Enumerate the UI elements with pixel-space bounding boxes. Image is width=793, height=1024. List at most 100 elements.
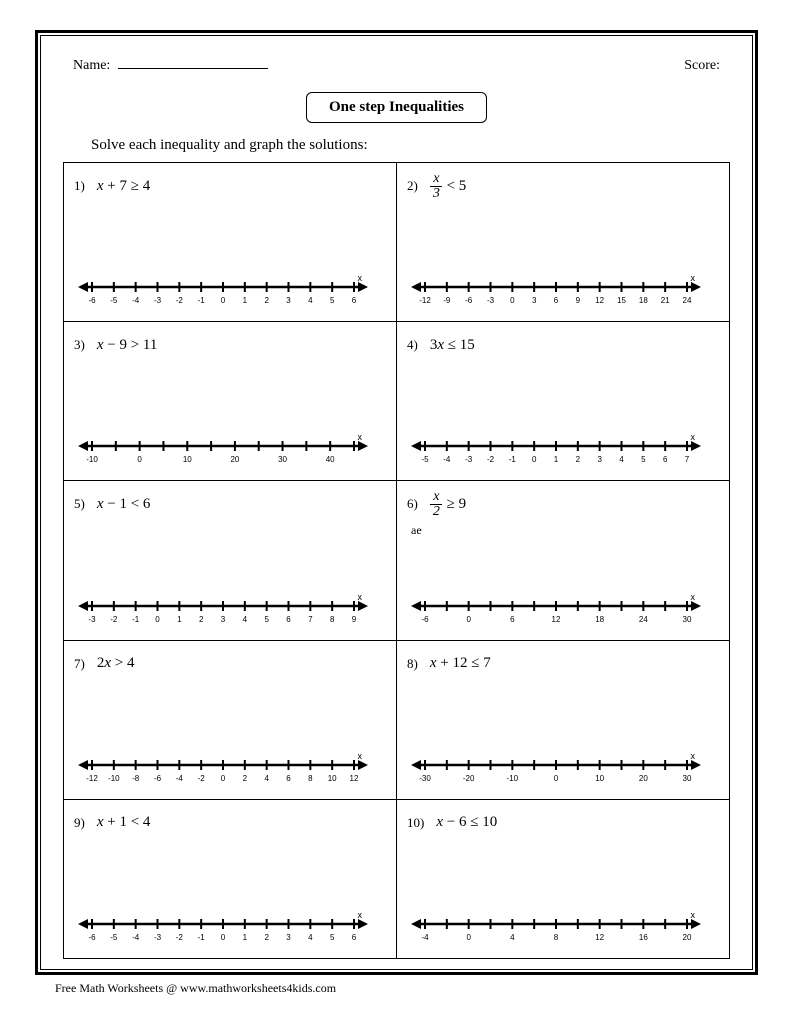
svg-text:10: 10 bbox=[183, 455, 192, 464]
svg-text:-30: -30 bbox=[419, 774, 431, 783]
name-label: Name: bbox=[73, 58, 110, 73]
svg-text:3: 3 bbox=[532, 296, 537, 305]
problem-expression: x + 1 < 4 bbox=[97, 814, 151, 831]
svg-text:-4: -4 bbox=[443, 455, 451, 464]
svg-text:12: 12 bbox=[595, 933, 604, 942]
svg-text:5: 5 bbox=[264, 615, 269, 624]
svg-text:x: x bbox=[358, 594, 363, 602]
number-line: -30-20-100102030x bbox=[407, 753, 719, 793]
svg-text:x: x bbox=[691, 434, 696, 442]
svg-text:6: 6 bbox=[663, 455, 668, 464]
svg-text:16: 16 bbox=[639, 933, 648, 942]
svg-text:-10: -10 bbox=[108, 774, 120, 783]
instruction-text: Solve each inequality and graph the solu… bbox=[91, 137, 730, 154]
svg-text:2: 2 bbox=[264, 933, 269, 942]
svg-text:7: 7 bbox=[308, 615, 313, 624]
svg-text:5: 5 bbox=[330, 933, 335, 942]
svg-text:1: 1 bbox=[243, 933, 248, 942]
svg-text:20: 20 bbox=[639, 774, 648, 783]
number-line: -5-4-3-2-101234567x bbox=[407, 434, 719, 474]
svg-text:0: 0 bbox=[221, 296, 226, 305]
problem-statement: 10)x − 6 ≤ 10 bbox=[407, 808, 719, 838]
svg-text:24: 24 bbox=[683, 296, 692, 305]
number-line: -4048121620x bbox=[407, 912, 719, 952]
problem-number: 2) bbox=[407, 178, 418, 194]
worksheet-outer-frame: Name: Score: One step Inequalities Solve… bbox=[35, 30, 758, 975]
score-label: Score: bbox=[684, 58, 720, 73]
svg-text:12: 12 bbox=[595, 296, 604, 305]
number-line: -60612182430x bbox=[407, 594, 719, 634]
svg-text:6: 6 bbox=[286, 774, 291, 783]
svg-text:21: 21 bbox=[661, 296, 670, 305]
svg-text:-4: -4 bbox=[176, 774, 184, 783]
svg-text:12: 12 bbox=[552, 615, 561, 624]
svg-text:-6: -6 bbox=[465, 296, 473, 305]
number-line: -12-10-8-6-4-2024681012x bbox=[74, 753, 386, 793]
problem-statement: 2)x3 < 5 bbox=[407, 171, 719, 201]
svg-text:5: 5 bbox=[330, 296, 335, 305]
problem-number: 7) bbox=[74, 656, 85, 672]
svg-text:-20: -20 bbox=[463, 774, 475, 783]
svg-text:x: x bbox=[358, 912, 363, 920]
svg-text:2: 2 bbox=[199, 615, 204, 624]
problem-statement: 4)3x ≤ 15 bbox=[407, 330, 719, 360]
footer-text: Free Math Worksheets @ www.mathworksheet… bbox=[35, 981, 758, 996]
problem-cell: 10)x − 6 ≤ 10-4048121620x bbox=[397, 800, 730, 959]
problem-cell: 7)2x > 4-12-10-8-6-4-2024681012x bbox=[64, 641, 397, 800]
svg-text:0: 0 bbox=[466, 615, 471, 624]
problem-cell: 9)x + 1 < 4-6-5-4-3-2-10123456x bbox=[64, 800, 397, 959]
svg-text:0: 0 bbox=[221, 933, 226, 942]
problem-number: 8) bbox=[407, 656, 418, 672]
number-line: -6-5-4-3-2-10123456x bbox=[74, 912, 386, 952]
svg-text:-1: -1 bbox=[132, 615, 140, 624]
svg-text:0: 0 bbox=[554, 774, 559, 783]
svg-text:-5: -5 bbox=[110, 933, 118, 942]
problem-statement: 6)x2 ≥ 9 bbox=[407, 489, 719, 519]
svg-text:6: 6 bbox=[554, 296, 559, 305]
svg-text:-2: -2 bbox=[176, 933, 184, 942]
svg-text:8: 8 bbox=[308, 774, 313, 783]
svg-text:-4: -4 bbox=[132, 933, 140, 942]
number-line: -3-2-10123456789x bbox=[74, 594, 386, 634]
svg-text:3: 3 bbox=[221, 615, 226, 624]
problem-cell: 4)3x ≤ 15 -5-4-3-2-101234567x bbox=[397, 322, 730, 481]
svg-text:-9: -9 bbox=[443, 296, 451, 305]
svg-text:9: 9 bbox=[576, 296, 581, 305]
problem-statement: 8) x + 12 ≤ 7 bbox=[407, 649, 719, 679]
svg-text:10: 10 bbox=[328, 774, 337, 783]
svg-text:15: 15 bbox=[617, 296, 626, 305]
problem-cell: 5)x − 1 < 6-3-2-10123456789x bbox=[64, 481, 397, 640]
svg-text:x: x bbox=[358, 275, 363, 283]
svg-text:8: 8 bbox=[554, 933, 559, 942]
problem-number: 9) bbox=[74, 815, 85, 831]
svg-text:-2: -2 bbox=[176, 296, 184, 305]
worksheet-inner-frame: Name: Score: One step Inequalities Solve… bbox=[40, 35, 753, 970]
svg-text:4: 4 bbox=[264, 774, 269, 783]
number-line: -10010203040x bbox=[74, 434, 386, 474]
svg-text:0: 0 bbox=[466, 933, 471, 942]
problems-grid: 1)x + 7 ≥ 4-6-5-4-3-2-10123456x2)x3 < 5-… bbox=[63, 162, 730, 959]
header-row: Name: Score: bbox=[63, 58, 730, 74]
number-line: -6-5-4-3-2-10123456x bbox=[74, 275, 386, 315]
svg-text:10: 10 bbox=[595, 774, 604, 783]
problem-expression: x + 7 ≥ 4 bbox=[97, 178, 150, 195]
svg-text:6: 6 bbox=[352, 296, 357, 305]
svg-text:-3: -3 bbox=[487, 296, 495, 305]
svg-text:2: 2 bbox=[576, 455, 581, 464]
svg-text:4: 4 bbox=[510, 933, 515, 942]
problem-number: 10) bbox=[407, 815, 424, 831]
svg-text:x: x bbox=[691, 275, 696, 283]
svg-text:-6: -6 bbox=[88, 933, 96, 942]
svg-text:2: 2 bbox=[264, 296, 269, 305]
problem-expression: x − 1 < 6 bbox=[97, 496, 151, 513]
svg-text:4: 4 bbox=[243, 615, 248, 624]
svg-text:40: 40 bbox=[326, 455, 335, 464]
svg-text:6: 6 bbox=[286, 615, 291, 624]
svg-text:30: 30 bbox=[683, 615, 692, 624]
svg-text:-4: -4 bbox=[132, 296, 140, 305]
problem-expression: x + 12 ≤ 7 bbox=[430, 655, 491, 672]
svg-text:4: 4 bbox=[619, 455, 624, 464]
svg-text:-6: -6 bbox=[421, 615, 429, 624]
problem-cell: 2)x3 < 5-12-9-6-303691215182124x bbox=[397, 163, 730, 322]
svg-text:-12: -12 bbox=[86, 774, 98, 783]
